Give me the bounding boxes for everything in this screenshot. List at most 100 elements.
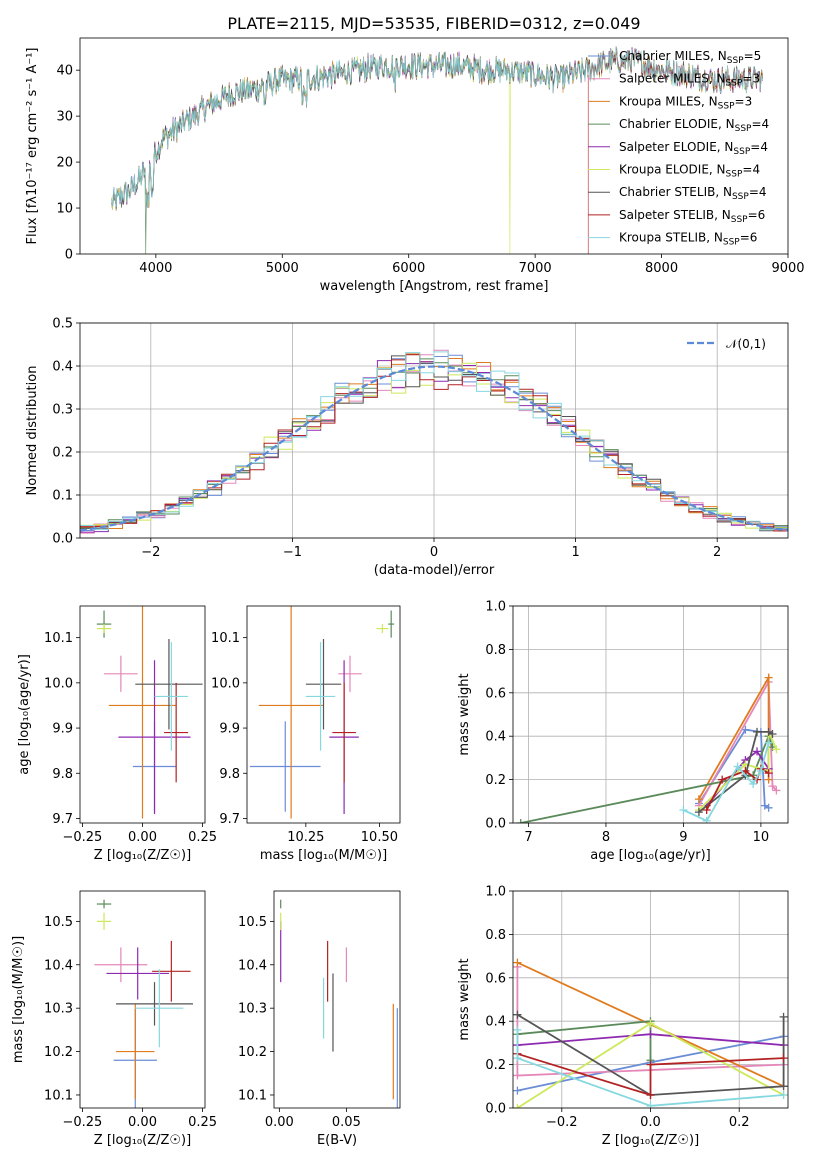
x-axis-label: wavelength [Angstrom, rest frame] <box>320 279 549 294</box>
legend-entry: 𝒩(0,1) <box>726 337 766 351</box>
y-axis-label: Normed distribution <box>25 366 40 496</box>
legend-entry: Salpeter ELODIE, NSSP=4 <box>619 140 768 157</box>
series-kroupa-stelib <box>513 1025 788 1108</box>
y-tick-label: 10.1 <box>44 631 73 646</box>
legend: Chabrier MILES, NSSP=5 Salpeter MILES, NS… <box>588 49 769 248</box>
y-axis-label: age [log₁₀(age/yr)] <box>17 654 32 775</box>
y-axis-label: mass [log₁₀(M/M☉)] <box>11 936 26 1063</box>
point-kroupa-miles <box>258 606 324 819</box>
y-tick-label: 0.5 <box>52 317 73 332</box>
x-axis-label: mass [log₁₀(M/M☉)] <box>260 848 387 863</box>
data-point <box>749 779 758 788</box>
y-tick-label: 0.3 <box>52 403 73 418</box>
data-point <box>741 766 750 775</box>
point-salpeter-miles <box>104 655 138 692</box>
axes-frame <box>273 890 401 1109</box>
plot-area <box>111 46 763 254</box>
y-tick-label: 0.8 <box>485 928 506 943</box>
y-axis-label: mass weight <box>457 673 472 755</box>
y-tick-label: 30 <box>56 110 73 125</box>
data-point <box>733 762 742 771</box>
data-point <box>646 1019 655 1028</box>
legend-entry: Kroupa MILES, NSSP=3 <box>619 94 752 111</box>
x-axis-label: Z [log₁₀(Z/Z☉)] <box>94 1133 191 1148</box>
y-tick-label: 0.0 <box>52 532 73 547</box>
point-salpeter-miles <box>338 655 362 692</box>
data-point <box>779 1090 788 1099</box>
x-tick-label: 8 <box>602 830 610 845</box>
y-tick-label: 1.0 <box>485 885 506 900</box>
y-tick-label: 10.0 <box>211 676 240 691</box>
plot-area <box>94 899 193 1108</box>
x-tick-label: 4000 <box>139 261 172 276</box>
plot-area <box>249 606 395 819</box>
point-kroupa-stelib <box>154 642 189 751</box>
point-kroupa-stelib <box>305 642 336 751</box>
x-tick-label: 0.0 <box>640 1115 661 1130</box>
y-tick-label: 9.8 <box>219 767 240 782</box>
x-axis-label: Z [log₁₀(Z/Z☉)] <box>94 848 191 863</box>
panel-weight_vs_age: 7 8 9 10 0.0 0.2 0.4 0.6 0.8 1.0 age [log₁₀(age/yr… <box>457 600 789 863</box>
point-kroupa-miles <box>108 606 177 819</box>
y-tick-label: 10 <box>56 202 73 217</box>
series-line <box>517 1052 784 1097</box>
data-point <box>513 1054 522 1063</box>
point-salpeter-miles <box>94 947 148 983</box>
y-axis-label: Flux [fλ10⁻¹⁷ erg cm⁻² s⁻¹ A⁻¹] <box>25 48 40 245</box>
plot-area <box>516 673 781 823</box>
y-tick-label: 20 <box>56 156 73 171</box>
panel-age_vs_mass: 10.25 10.50 9.7 9.8 9.9 10.0 10.1 mass [log₁₀(M… <box>211 605 401 863</box>
data-point <box>513 1104 522 1108</box>
y-tick-label: 0.2 <box>485 773 506 788</box>
data-point <box>646 1101 655 1108</box>
y-tick-label: 0.0 <box>485 1102 506 1117</box>
data-point <box>764 769 773 778</box>
y-tick-label: 0.6 <box>485 686 506 701</box>
point-chabrier-stelib <box>135 639 203 730</box>
point-kroupa-elodie <box>376 624 389 634</box>
x-tick-label: −2 <box>141 545 160 560</box>
x-tick-label: 7000 <box>519 261 552 276</box>
legend-entry: Chabrier MILES, NSSP=5 <box>619 49 761 66</box>
point-kroupa-stelib <box>135 969 184 1048</box>
x-tick-label: 6000 <box>392 261 425 276</box>
y-tick-label: 10.1 <box>211 631 240 646</box>
axes-frame <box>512 605 789 824</box>
model-spectrum-kroupa-stelib <box>111 48 763 207</box>
x-tick-label: −1 <box>283 545 302 560</box>
y-tick-label: 9.8 <box>52 767 73 782</box>
legend-entry: Kroupa STELIB, NSSP=6 <box>619 231 757 248</box>
point-chabrier-stelib <box>116 982 193 1026</box>
data-point <box>779 1012 788 1021</box>
series-chabrier-stelib <box>513 1010 788 1099</box>
x-tick-label: 2 <box>713 545 721 560</box>
panel-spectrum: 4000 5000 6000 7000 8000 9000 0 10 20 30 40 wavelen… <box>25 37 805 294</box>
data-point <box>679 805 688 814</box>
data-point <box>764 738 773 747</box>
point-chabrier-elodie <box>388 610 395 638</box>
data-point <box>694 808 703 817</box>
point-salpeter-stelib <box>152 940 191 1002</box>
point-salpeter-stelib <box>164 682 189 783</box>
data-point <box>513 1071 522 1080</box>
y-axis-label: mass weight <box>457 958 472 1040</box>
x-tick-label: 7 <box>524 830 532 845</box>
y-tick-label: 9.9 <box>52 722 73 737</box>
plot-area <box>80 349 788 534</box>
legend-entry: Salpeter MILES, NSSP=3 <box>619 72 760 89</box>
data-point <box>718 775 727 784</box>
series-line <box>516 1013 785 1096</box>
x-axis-label: age [log₁₀(age/yr)] <box>590 848 711 863</box>
y-tick-label: 0.2 <box>485 1058 506 1073</box>
data-point <box>646 1090 655 1099</box>
x-tick-label: −0.25 <box>62 830 102 845</box>
panel-mass_vs_Z: −0.25 0.00 0.25 10.1 10.2 10.3 10.4 10.5 Z [log₁… <box>11 890 217 1148</box>
y-tick-label: 0.1 <box>52 489 73 504</box>
panel-mass_vs_EBV: 0.00 0.05 10.1 10.2 10.3 10.4 10.5 E(B-V) <box>238 890 401 1148</box>
y-tick-label: 0 <box>65 248 73 263</box>
x-tick-label: 9 <box>679 830 687 845</box>
x-tick-label: 10.50 <box>361 830 398 845</box>
y-tick-label: 0.2 <box>52 446 73 461</box>
y-tick-label: 10.3 <box>44 1002 73 1017</box>
